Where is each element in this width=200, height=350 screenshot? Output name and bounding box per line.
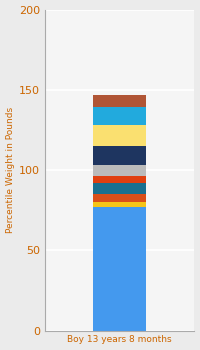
Bar (93, 183, 146, 194)
Bar (93, 146, 146, 165)
Bar (93, 207, 146, 331)
Bar (93, 125, 146, 146)
Bar (93, 176, 146, 183)
Bar (93, 202, 146, 207)
Bar (93, 194, 146, 202)
Bar (93, 107, 146, 125)
Bar (93, 94, 146, 107)
Bar (93, 165, 146, 176)
Y-axis label: Percentile Weight in Pounds: Percentile Weight in Pounds (6, 107, 15, 233)
